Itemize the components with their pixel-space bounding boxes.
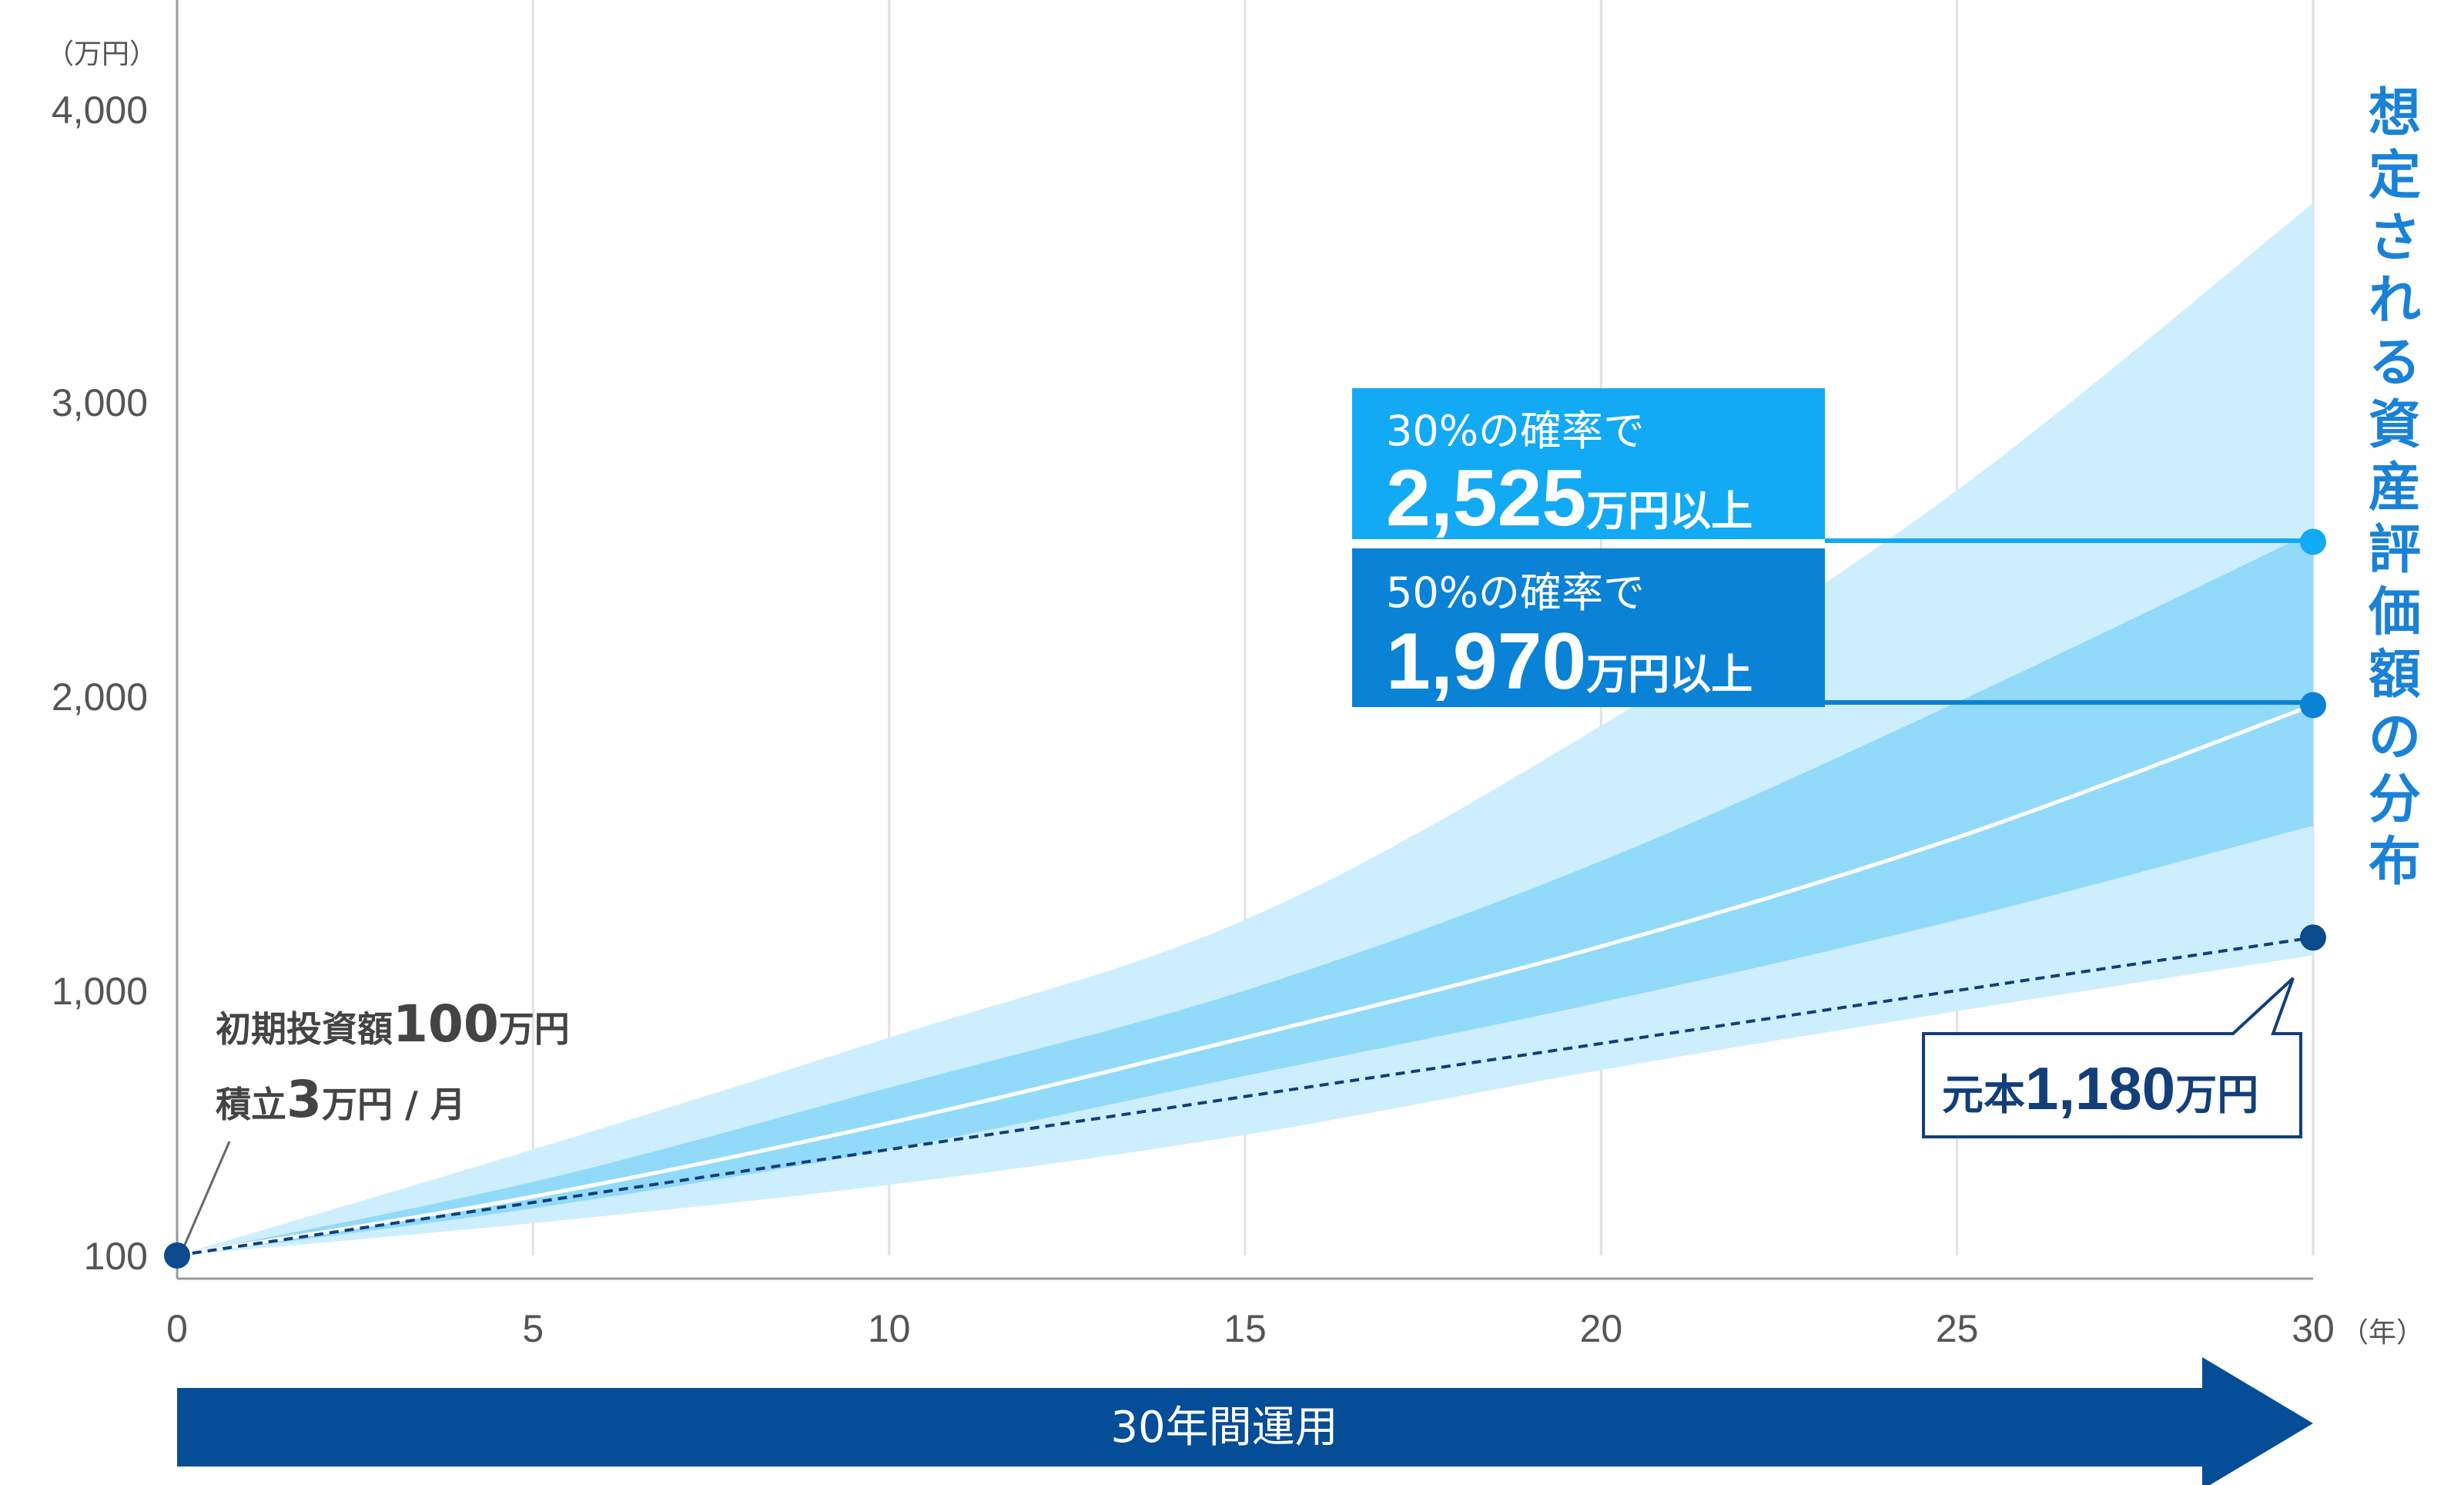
- svg-text:1,970万円以上: 1,970万円以上: [1386, 617, 1753, 706]
- principal-suffix: 万円: [2175, 1071, 2258, 1119]
- marker-0: [164, 1242, 190, 1269]
- svg-text:2,525万円以上: 2,525万円以上: [1386, 454, 1753, 543]
- y-tick-label: 3,000: [52, 381, 148, 424]
- p30-box: [1352, 388, 1825, 539]
- principal-box: [1922, 977, 2302, 1138]
- distribution-band-0: [177, 203, 2313, 1256]
- initial-label-a: 初期投資額: [216, 1008, 393, 1050]
- x-tick-label: 20: [1580, 1307, 1623, 1350]
- vertical-title-char: 分: [2369, 769, 2421, 830]
- p30-suffix: 万円以上: [1586, 487, 1753, 535]
- vertical-title-char: る: [2369, 333, 2421, 394]
- y-axis-unit: （万円）: [46, 39, 157, 70]
- vertical-title-char: れ: [2369, 270, 2421, 331]
- marker-3: [2300, 924, 2326, 951]
- monthly-unit: 万円 / 月: [322, 1084, 466, 1125]
- monthly-label: 積立: [216, 1084, 286, 1125]
- y-tick-label: 4,000: [52, 89, 148, 132]
- vertical-title-char: さ: [2369, 208, 2421, 269]
- period-arrow: 30年間運用: [177, 1357, 2313, 1485]
- x-axis-unit: （年）: [2341, 1317, 2424, 1349]
- x-tick-label: 0: [166, 1307, 188, 1350]
- vertical-title-char: 資: [2369, 395, 2421, 456]
- distribution-band-1: [177, 531, 2313, 1255]
- principal-callout: 元本1,180万円: [1922, 977, 2302, 1138]
- y-tick-label: 100: [84, 1235, 148, 1278]
- principal-prefix: 元本: [1942, 1071, 2025, 1119]
- initial-investment-annotation: 初期投資額100万円 積立3万円 / 月: [179, 994, 570, 1256]
- period-label: 30年間運用: [1110, 1403, 1337, 1453]
- p30-callout: 30%の確率で 2,525万円以上: [1352, 388, 2313, 543]
- vertical-title-char: 額: [2369, 645, 2421, 706]
- p50-suffix: 万円以上: [1586, 650, 1753, 699]
- principal-line: [176, 936, 2314, 1257]
- line-layer: [176, 703, 2314, 1258]
- p30-line1: 30%の確率で: [1386, 407, 1645, 455]
- initial-amount: 100: [393, 994, 499, 1054]
- p50-box: [1352, 548, 1825, 707]
- p50-line1: 50%の確率で: [1386, 568, 1645, 617]
- x-tick-label: 25: [1936, 1307, 1979, 1350]
- axis-layer: [176, 0, 2313, 1280]
- p50-value: 1,970: [1386, 617, 1586, 706]
- y-tick-label: 2,000: [52, 675, 148, 719]
- x-tick-label: 10: [868, 1307, 911, 1350]
- vertical-title-char: 価: [2368, 582, 2421, 643]
- svg-text:積立3万円 / 月: 積立3万円 / 月: [216, 1070, 466, 1129]
- initial-unit: 万円: [499, 1008, 570, 1050]
- principal-value: 1,180: [2025, 1054, 2175, 1122]
- median-line: [176, 703, 2314, 1258]
- x-tick-label: 15: [1224, 1307, 1267, 1350]
- vertical-title-char: 評: [2369, 520, 2421, 581]
- tick-layer: 100 1,000 2,000 3,000 4,000 0 5 10 15 20 25 30: [52, 89, 2335, 1350]
- vertical-title: 想定される資産評価額の分布: [2368, 83, 2421, 893]
- p30-value: 2,525: [1386, 454, 1586, 543]
- y-tick-label: 1,000: [52, 970, 148, 1013]
- monthly-amount: 3: [286, 1070, 322, 1129]
- x-tick-label: 5: [522, 1307, 544, 1350]
- vertical-title-char: 産: [2369, 458, 2421, 518]
- marker-2: [2300, 692, 2326, 719]
- marker-1: [2300, 528, 2326, 555]
- initial-leader-line: [179, 1141, 231, 1256]
- vertical-title-char: 想: [2369, 83, 2421, 144]
- vertical-title-char: の: [2369, 707, 2421, 768]
- x-tick-label: 30: [2292, 1307, 2335, 1350]
- marker-layer: [164, 528, 2326, 1269]
- vertical-title-char: 布: [2369, 832, 2421, 893]
- svg-text:元本1,180万円: 元本1,180万円: [1942, 1054, 2258, 1122]
- band-layer: [177, 203, 2313, 1256]
- p50-callout: 50%の確率で 1,970万円以上: [1352, 548, 2313, 707]
- svg-text:初期投資額100万円: 初期投資額100万円: [216, 994, 570, 1054]
- vertical-title-char: 定: [2369, 146, 2421, 206]
- period-arrow-shape: [177, 1357, 2313, 1485]
